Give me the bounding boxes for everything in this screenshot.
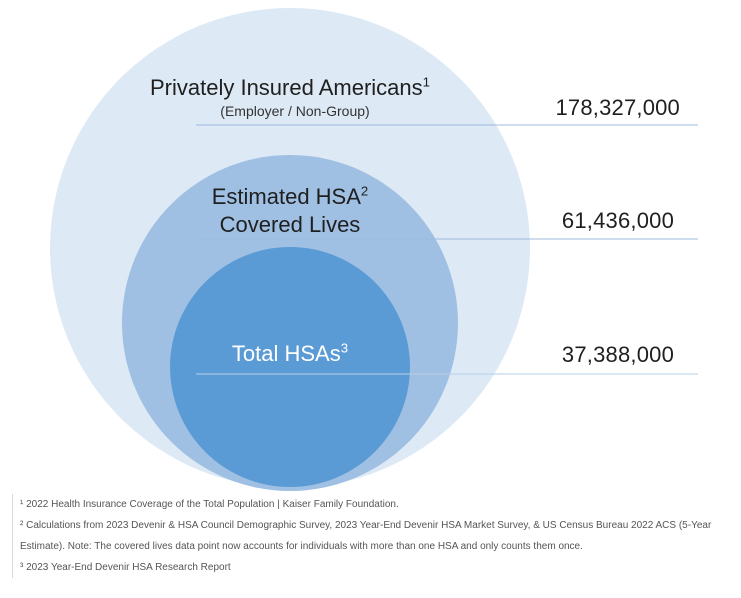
footnote-1: ¹ 2022 Health Insurance Coverage of the … — [20, 499, 399, 510]
hsa-covered-lives-line2: Covered Lives — [219, 212, 361, 238]
privately-insured-subtitle: (Employer / Non-Group) — [220, 103, 370, 119]
footnote-2-line2: Estimate). Note: The covered lives data … — [20, 541, 583, 552]
footnote-marker-2: 2 — [360, 183, 369, 199]
privately-insured-label: Privately Insured Americans1 — [120, 75, 460, 100]
hsa-covered-lives-line1: Estimated HSA2 — [211, 183, 369, 209]
footnotes: ¹ 2022 Health Insurance Coverage of the … — [12, 494, 741, 578]
inner-circle — [170, 247, 410, 487]
privately-insured-title: Privately Insured Americans — [149, 75, 423, 100]
nested-circles-diagram — [50, 8, 698, 491]
total-hsas-label: Total HSAs3 — [190, 341, 390, 366]
footnote-2-line1: ² Calculations from 2023 Devenir & HSA C… — [20, 520, 712, 531]
footnote-marker-3: 3 — [340, 340, 349, 356]
hsa-covered-lives-label: Estimated HSA2 Covered Lives — [160, 184, 420, 238]
privately-insured-value: 178,327,000 — [555, 95, 680, 120]
total-hsas-title: Total HSAs — [231, 341, 341, 366]
footnote-3: ³ 2023 Year-End Devenir HSA Research Rep… — [20, 562, 231, 573]
footnote-marker-1: 1 — [422, 74, 430, 90]
hsa-covered-lives-value: 61,436,000 — [561, 208, 674, 233]
total-hsas-value: 37,388,000 — [561, 342, 674, 367]
